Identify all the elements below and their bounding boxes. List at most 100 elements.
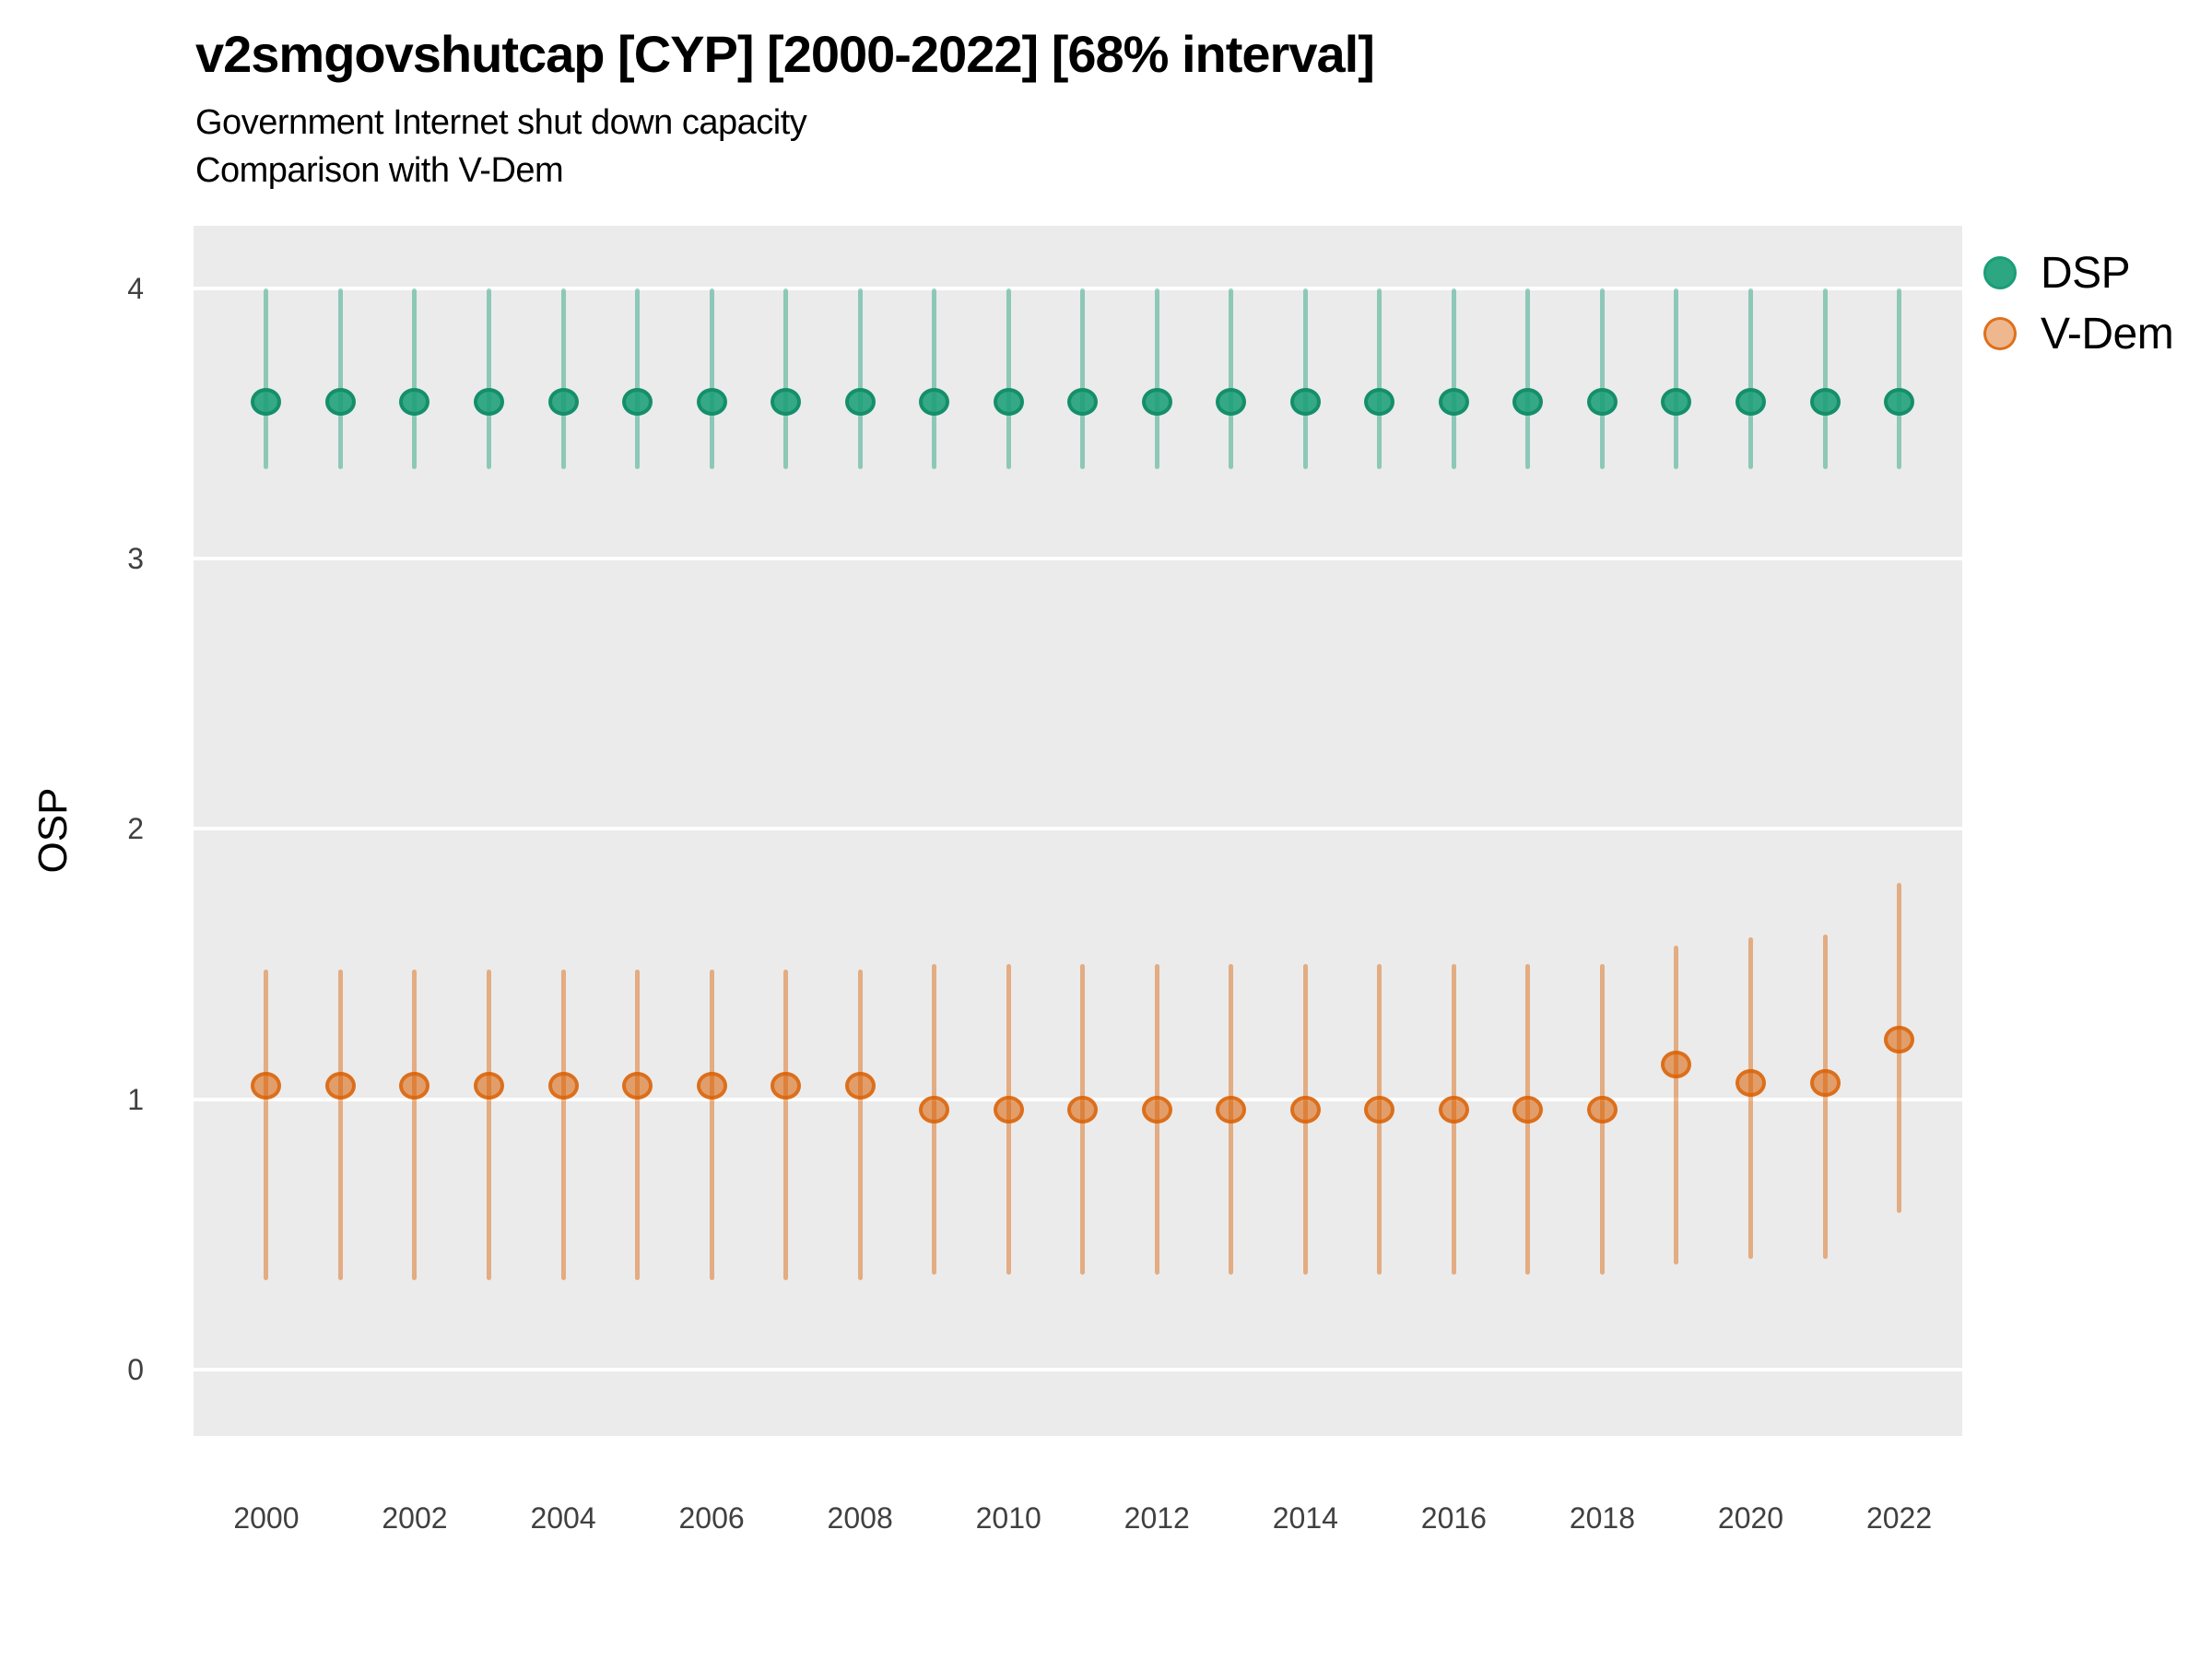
- y-tick-label: 4: [127, 272, 144, 306]
- y-gridline: [194, 827, 1962, 831]
- dsp-point: [919, 388, 950, 417]
- dsp-point: [547, 388, 579, 417]
- x-tick-label: 2008: [827, 1501, 893, 1535]
- dsp-point: [1512, 388, 1544, 417]
- dsp-interval-line: [1377, 288, 1382, 470]
- vdem-point: [474, 1071, 504, 1100]
- vdem-interval-line: [560, 969, 566, 1281]
- chart-title: v2smgovshutcap [CYP] [2000-2022] [68% in…: [195, 25, 1375, 83]
- x-tick-label: 2022: [1865, 1501, 1933, 1535]
- vdem-interval-line: [264, 969, 269, 1281]
- dsp-point: [1735, 388, 1766, 417]
- dsp-point: [474, 388, 504, 417]
- chart-subtitle-line2: Comparison with V-Dem: [195, 151, 564, 190]
- legend-item-vdem: V-Dem: [1983, 308, 2174, 359]
- dsp-interval-line: [1674, 288, 1679, 470]
- vdem-point: [1809, 1069, 1841, 1098]
- plot-panel: [194, 226, 1962, 1436]
- y-gridline: [194, 557, 1962, 561]
- dsp-interval-line: [1080, 288, 1086, 470]
- dsp-interval-line: [1822, 288, 1828, 470]
- vdem-point: [251, 1071, 282, 1100]
- x-tick-label: 2018: [1569, 1501, 1636, 1535]
- dsp-point: [771, 388, 802, 417]
- vdem-point: [993, 1096, 1024, 1124]
- dsp-point: [622, 388, 653, 417]
- dsp-interval-line: [1897, 288, 1902, 470]
- y-tick-label: 0: [127, 1352, 144, 1386]
- dsp-point: [1586, 388, 1618, 417]
- dsp-interval-line: [487, 288, 491, 470]
- dsp-interval-line: [412, 288, 418, 470]
- vdem-legend-dot-icon: [1983, 317, 2017, 350]
- chart-subtitle-line1: Government Internet shut down capacity: [195, 103, 807, 142]
- dsp-legend-dot-icon: [1983, 256, 2017, 289]
- vdem-point: [1661, 1050, 1692, 1078]
- vdem-point: [1364, 1096, 1395, 1124]
- legend-label-dsp: DSP: [2041, 248, 2131, 298]
- vdem-point: [324, 1071, 356, 1100]
- vdem-interval-line: [857, 969, 863, 1281]
- dsp-point: [1067, 388, 1099, 417]
- dsp-point: [696, 388, 727, 417]
- vdem-point: [1586, 1096, 1618, 1124]
- dsp-interval-line: [337, 288, 343, 470]
- vdem-interval-line: [635, 969, 641, 1281]
- y-gridline: [194, 287, 1962, 291]
- dsp-point: [1809, 388, 1841, 417]
- vdem-point: [1067, 1096, 1099, 1124]
- dsp-point: [844, 388, 876, 417]
- x-tick-label: 2006: [678, 1501, 745, 1535]
- dsp-interval-line: [1599, 288, 1605, 470]
- vdem-point: [1735, 1069, 1766, 1098]
- vdem-interval-line: [1674, 945, 1679, 1265]
- dsp-interval-line: [635, 288, 641, 470]
- x-tick-label: 2000: [233, 1501, 300, 1535]
- vdem-point: [1884, 1026, 1915, 1054]
- x-tick-label: 2016: [1420, 1501, 1487, 1535]
- x-tick-label: 2012: [1124, 1501, 1190, 1535]
- dsp-interval-line: [709, 288, 714, 470]
- dsp-interval-line: [932, 288, 937, 470]
- vdem-point: [1289, 1096, 1321, 1124]
- vdem-interval-line: [709, 969, 714, 1281]
- dsp-interval-line: [1154, 288, 1159, 470]
- vdem-point: [696, 1071, 727, 1100]
- vdem-point: [919, 1096, 950, 1124]
- dsp-interval-line: [857, 288, 863, 470]
- legend-item-dsp: DSP: [1983, 247, 2173, 299]
- dsp-interval-line: [1006, 288, 1011, 470]
- dsp-interval-line: [1229, 288, 1234, 470]
- vdem-point: [399, 1071, 430, 1100]
- x-tick-label: 2014: [1272, 1501, 1338, 1535]
- dsp-interval-line: [1451, 288, 1456, 470]
- dsp-interval-line: [1525, 288, 1531, 470]
- dsp-interval-line: [783, 288, 789, 470]
- x-tick-label: 2010: [975, 1501, 1041, 1535]
- vdem-point: [1512, 1096, 1544, 1124]
- dsp-point: [993, 388, 1024, 417]
- legend: DSP V-Dem: [1983, 247, 2174, 359]
- vdem-point: [1216, 1096, 1247, 1124]
- dsp-point: [1661, 388, 1692, 417]
- vdem-interval-line: [1747, 936, 1753, 1259]
- dsp-interval-line: [264, 288, 269, 470]
- dsp-point: [1364, 388, 1395, 417]
- dsp-interval-line: [560, 288, 566, 470]
- vdem-interval-line: [487, 969, 491, 1281]
- dsp-interval-line: [1302, 288, 1308, 470]
- vdem-interval-line: [783, 969, 789, 1281]
- y-tick-label: 2: [127, 812, 144, 846]
- vdem-point: [622, 1071, 653, 1100]
- vdem-point: [844, 1071, 876, 1100]
- vdem-point: [547, 1071, 579, 1100]
- x-tick-label: 2020: [1717, 1501, 1784, 1535]
- legend-label-vdem: V-Dem: [2041, 309, 2174, 359]
- vdem-point: [771, 1071, 802, 1100]
- y-gridline: [194, 1367, 1962, 1371]
- vdem-point: [1438, 1096, 1469, 1124]
- dsp-point: [1216, 388, 1247, 417]
- dsp-interval-line: [1747, 288, 1753, 470]
- dsp-point: [1438, 388, 1469, 417]
